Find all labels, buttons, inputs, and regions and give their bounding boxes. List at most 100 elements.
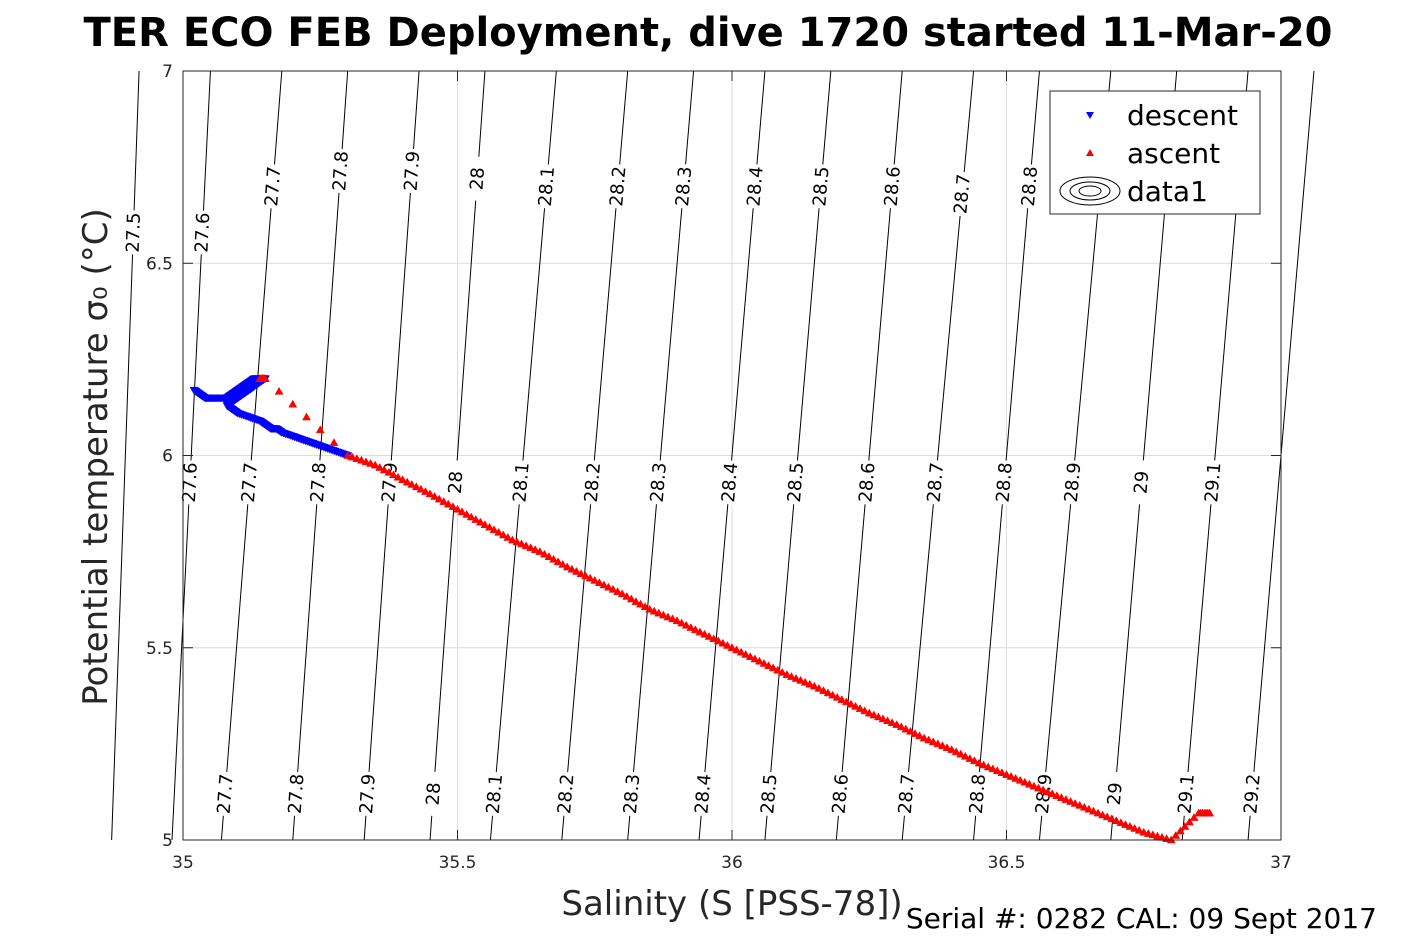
ascent-point (466, 512, 476, 521)
contour-label-bg (892, 770, 921, 817)
ascent-point (489, 525, 499, 534)
ascent-point (745, 652, 755, 660)
contour-label-27.7: 27.7 (214, 773, 238, 815)
contour-label-bg (781, 459, 810, 506)
y-tick-label: 6 (162, 447, 173, 467)
contour-label-29: 29 (1131, 470, 1154, 495)
ascent-point (1098, 810, 1108, 819)
ascent-point (1038, 785, 1048, 794)
ascent-point (956, 749, 966, 758)
ascent-point (1180, 822, 1190, 830)
contour-label-bg (741, 163, 769, 210)
ascent-point (1015, 775, 1025, 784)
contour-label-28.4: 28.4 (691, 773, 715, 815)
ascent-point (960, 751, 970, 760)
ascent-point (992, 766, 1002, 775)
ascent-point (1047, 789, 1057, 798)
ascent-point (910, 729, 920, 737)
ascent-point (1066, 797, 1075, 805)
ascent-point (851, 701, 860, 710)
ascent-point (302, 412, 311, 421)
contour-label-bg (120, 210, 147, 255)
ascent-point (421, 487, 430, 495)
contour-label-bg (807, 163, 835, 210)
ascent-point (718, 638, 728, 647)
ascent-point (983, 762, 993, 771)
ascent-point (1171, 831, 1181, 839)
y-tick-label: 7 (162, 62, 173, 82)
ascent-point (1088, 806, 1098, 815)
ascent-point (773, 665, 783, 674)
ascent-point (1070, 798, 1080, 807)
contour-label-bg (419, 771, 447, 817)
legend-marker (1078, 185, 1102, 197)
contour-label-bg (603, 163, 632, 210)
ascent-point (572, 566, 581, 575)
ascent-point (814, 683, 824, 692)
contour-label-bg (1172, 770, 1200, 817)
ascent-point (649, 606, 659, 615)
ascent-point (942, 743, 952, 751)
y-tick-label: 5.5 (146, 639, 173, 659)
legend-marker (1059, 176, 1121, 206)
ascent-point (668, 614, 677, 623)
contour-label-29.2: 29.2 (1240, 773, 1264, 815)
ascent-point (832, 692, 842, 701)
contour-label-bg (442, 459, 470, 506)
contour-label-bg (353, 771, 382, 817)
contour-label-bg (327, 148, 355, 194)
ascent-point (434, 494, 444, 503)
ascent-point (1075, 800, 1085, 809)
legend-item-data1: data1 (1059, 175, 1208, 208)
contour-label-27.6: 27.6 (179, 462, 202, 503)
contour-label-bg (715, 459, 744, 506)
contour-label-28.6: 28.6 (881, 166, 905, 208)
ascent-point (1052, 791, 1062, 800)
axis-ticks: 35 35.5 36 36.5 37 5 5.5 6 6.5 7 (146, 62, 1292, 873)
y-axis-label-text: Potential temperature σ₀ (°C) (76, 208, 116, 706)
ascent-point (1043, 787, 1053, 796)
contour-label-28.1: 28.1 (509, 462, 533, 504)
ascent-point (1125, 822, 1135, 830)
contour-label-bg (532, 163, 561, 210)
ascent-point (558, 559, 568, 568)
contour-label-bg (755, 770, 783, 817)
contour-label-bg (878, 163, 907, 210)
ascent-point (375, 463, 385, 471)
ascent-point (448, 502, 458, 511)
legend-label: ascent (1127, 137, 1220, 170)
contour-label-27.8: 27.8 (285, 773, 309, 814)
ascent-point (526, 543, 536, 552)
ascent-point (439, 497, 449, 505)
contour-label-bg (948, 171, 977, 218)
ascent-point (1102, 812, 1112, 821)
contour-label-bg (853, 459, 881, 506)
ascent-point (732, 645, 742, 654)
ascent-point (951, 747, 961, 756)
x-tick-label: 36.5 (988, 853, 1026, 873)
ascent-point (663, 612, 673, 621)
ascent-point (274, 386, 284, 395)
ascent-point (553, 557, 563, 566)
ascent-point (517, 539, 526, 548)
contour-label-bg (669, 163, 698, 210)
ascent-point (800, 677, 810, 686)
contour-label-bg (826, 770, 855, 817)
ascent-point (581, 571, 591, 580)
contour-label-28.9: 28.9 (1061, 462, 1086, 504)
ascent-point (1153, 831, 1162, 840)
contour-label-bg (963, 770, 992, 817)
ascent-point (356, 455, 366, 464)
contour-label-28.8: 28.8 (966, 773, 990, 815)
legend-item-descent: descent (1086, 99, 1238, 132)
ascent-point (539, 549, 549, 558)
ascent-point (576, 569, 586, 577)
ascent-point (704, 632, 714, 640)
ascent-point (883, 716, 892, 725)
ascent-point (512, 537, 522, 546)
ascent-point (1148, 830, 1158, 839)
ascent-point (677, 618, 687, 627)
ascent-point (965, 754, 975, 762)
ascent-point (736, 647, 746, 656)
contour-label-bg (235, 459, 264, 506)
